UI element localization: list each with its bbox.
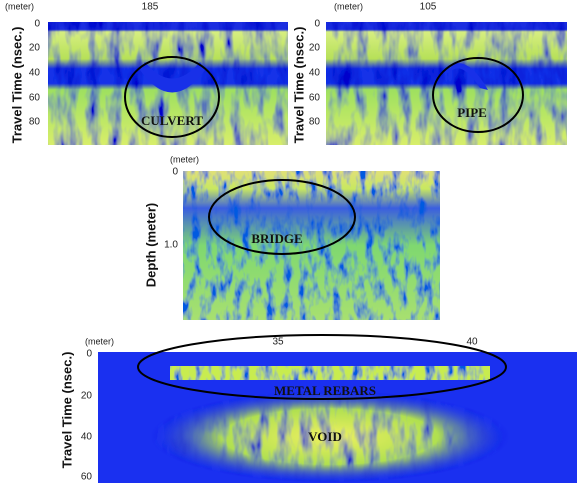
y-tick-label: 20 <box>81 391 93 402</box>
x-unit: (meter) <box>5 1 34 11</box>
y-tick-label: 40 <box>29 68 41 79</box>
x-tick-label: 105 <box>420 2 437 13</box>
y-tick-label: 20 <box>309 43 321 54</box>
y-tick-label: 80 <box>29 117 41 128</box>
y-tick-label: 0 <box>34 19 40 30</box>
panel-void: (meter) 35 40 Travel Time (nsec.) 0 20 4… <box>59 335 577 483</box>
y-tick-label: 60 <box>81 472 93 483</box>
panel-bridge: (meter) Depth (meter) 0 1.0 BRIDGE <box>143 154 440 320</box>
x-unit: (meter) <box>334 1 363 11</box>
y-axis-label: Depth (meter) <box>143 203 158 288</box>
x-tick-label: 185 <box>142 2 159 13</box>
y-tick-label: 20 <box>29 43 41 54</box>
radargram <box>183 171 440 320</box>
annotation: METAL REBARS <box>274 383 376 398</box>
y-tick-label: 80 <box>309 117 321 128</box>
y-tick-label: 40 <box>81 432 93 443</box>
x-tick-label: 35 <box>272 337 284 348</box>
x-tick-label: 40 <box>466 337 478 348</box>
y-axis-label: Travel Time (nsec.) <box>9 27 24 144</box>
annotation: CULVERT <box>141 113 203 128</box>
annotation: BRIDGE <box>251 231 302 246</box>
y-tick-label: 1.0 <box>164 240 178 251</box>
y-tick-label: 60 <box>309 93 321 104</box>
y-axis-label: Travel Time (nsec.) <box>59 352 74 469</box>
annotation: PIPE <box>457 105 487 120</box>
y-tick-label: 40 <box>309 68 321 79</box>
y-tick-label: 0 <box>172 167 178 178</box>
x-unit: (meter) <box>85 336 114 346</box>
y-tick-label: 0 <box>314 19 320 30</box>
panel-culvert: (meter) 185 Travel Time (nsec.) 0 20 40 … <box>5 1 288 145</box>
x-unit: (meter) <box>170 154 199 164</box>
radargram <box>326 22 567 145</box>
y-axis-label: Travel Time (nsec.) <box>291 27 306 144</box>
panel-pipe: (meter) 105 Travel Time (nsec.) 0 20 40 … <box>291 1 567 145</box>
y-tick-label: 0 <box>86 349 92 360</box>
y-tick-label: 60 <box>29 93 41 104</box>
figure: (meter) 185 Travel Time (nsec.) 0 20 40 … <box>0 0 577 483</box>
rebar-reflections <box>170 366 490 380</box>
annotation: VOID <box>308 429 342 444</box>
